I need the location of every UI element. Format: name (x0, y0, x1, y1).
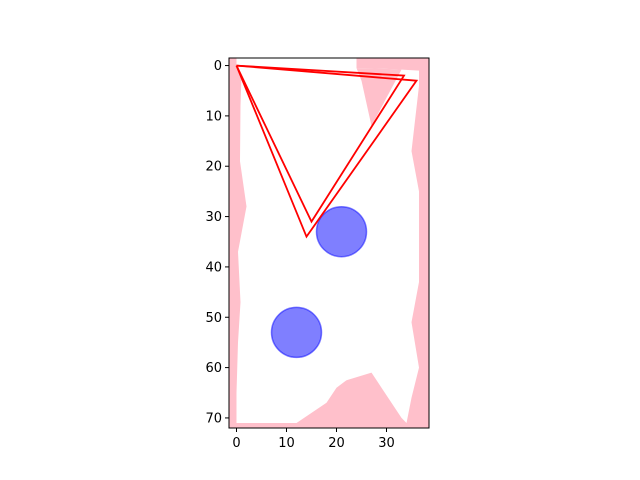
y-tick-label: 10 (205, 109, 222, 124)
path-line-2 (235, 64, 419, 239)
y-tick-label: 0 (214, 59, 222, 74)
x-tick-label: 30 (378, 436, 395, 451)
x-tick-label: 0 (232, 436, 240, 451)
y-tick-label: 70 (205, 411, 222, 426)
y-tick-label: 60 (205, 361, 222, 376)
path-layer (235, 64, 419, 239)
y-tick-label: 40 (205, 260, 222, 275)
axes-frame (228, 57, 430, 429)
circle-obstacle-1 (315, 205, 368, 258)
y-tick-label: 20 (205, 160, 222, 175)
obstacle-layer (229, 58, 429, 428)
x-tick-label: 10 (278, 436, 295, 451)
obstacle-polygon-2 (356, 68, 402, 126)
y-tick-label: 30 (205, 210, 222, 225)
path-line-1 (235, 64, 406, 224)
x-tick-label: 20 (328, 436, 345, 451)
circle-layer (270, 205, 368, 359)
axes-layer: 0 10 20 30 0 10 20 30 40 50 60 70 (205, 57, 430, 451)
y-tick-label: 50 (205, 311, 222, 326)
circle-obstacle-2 (270, 306, 323, 359)
